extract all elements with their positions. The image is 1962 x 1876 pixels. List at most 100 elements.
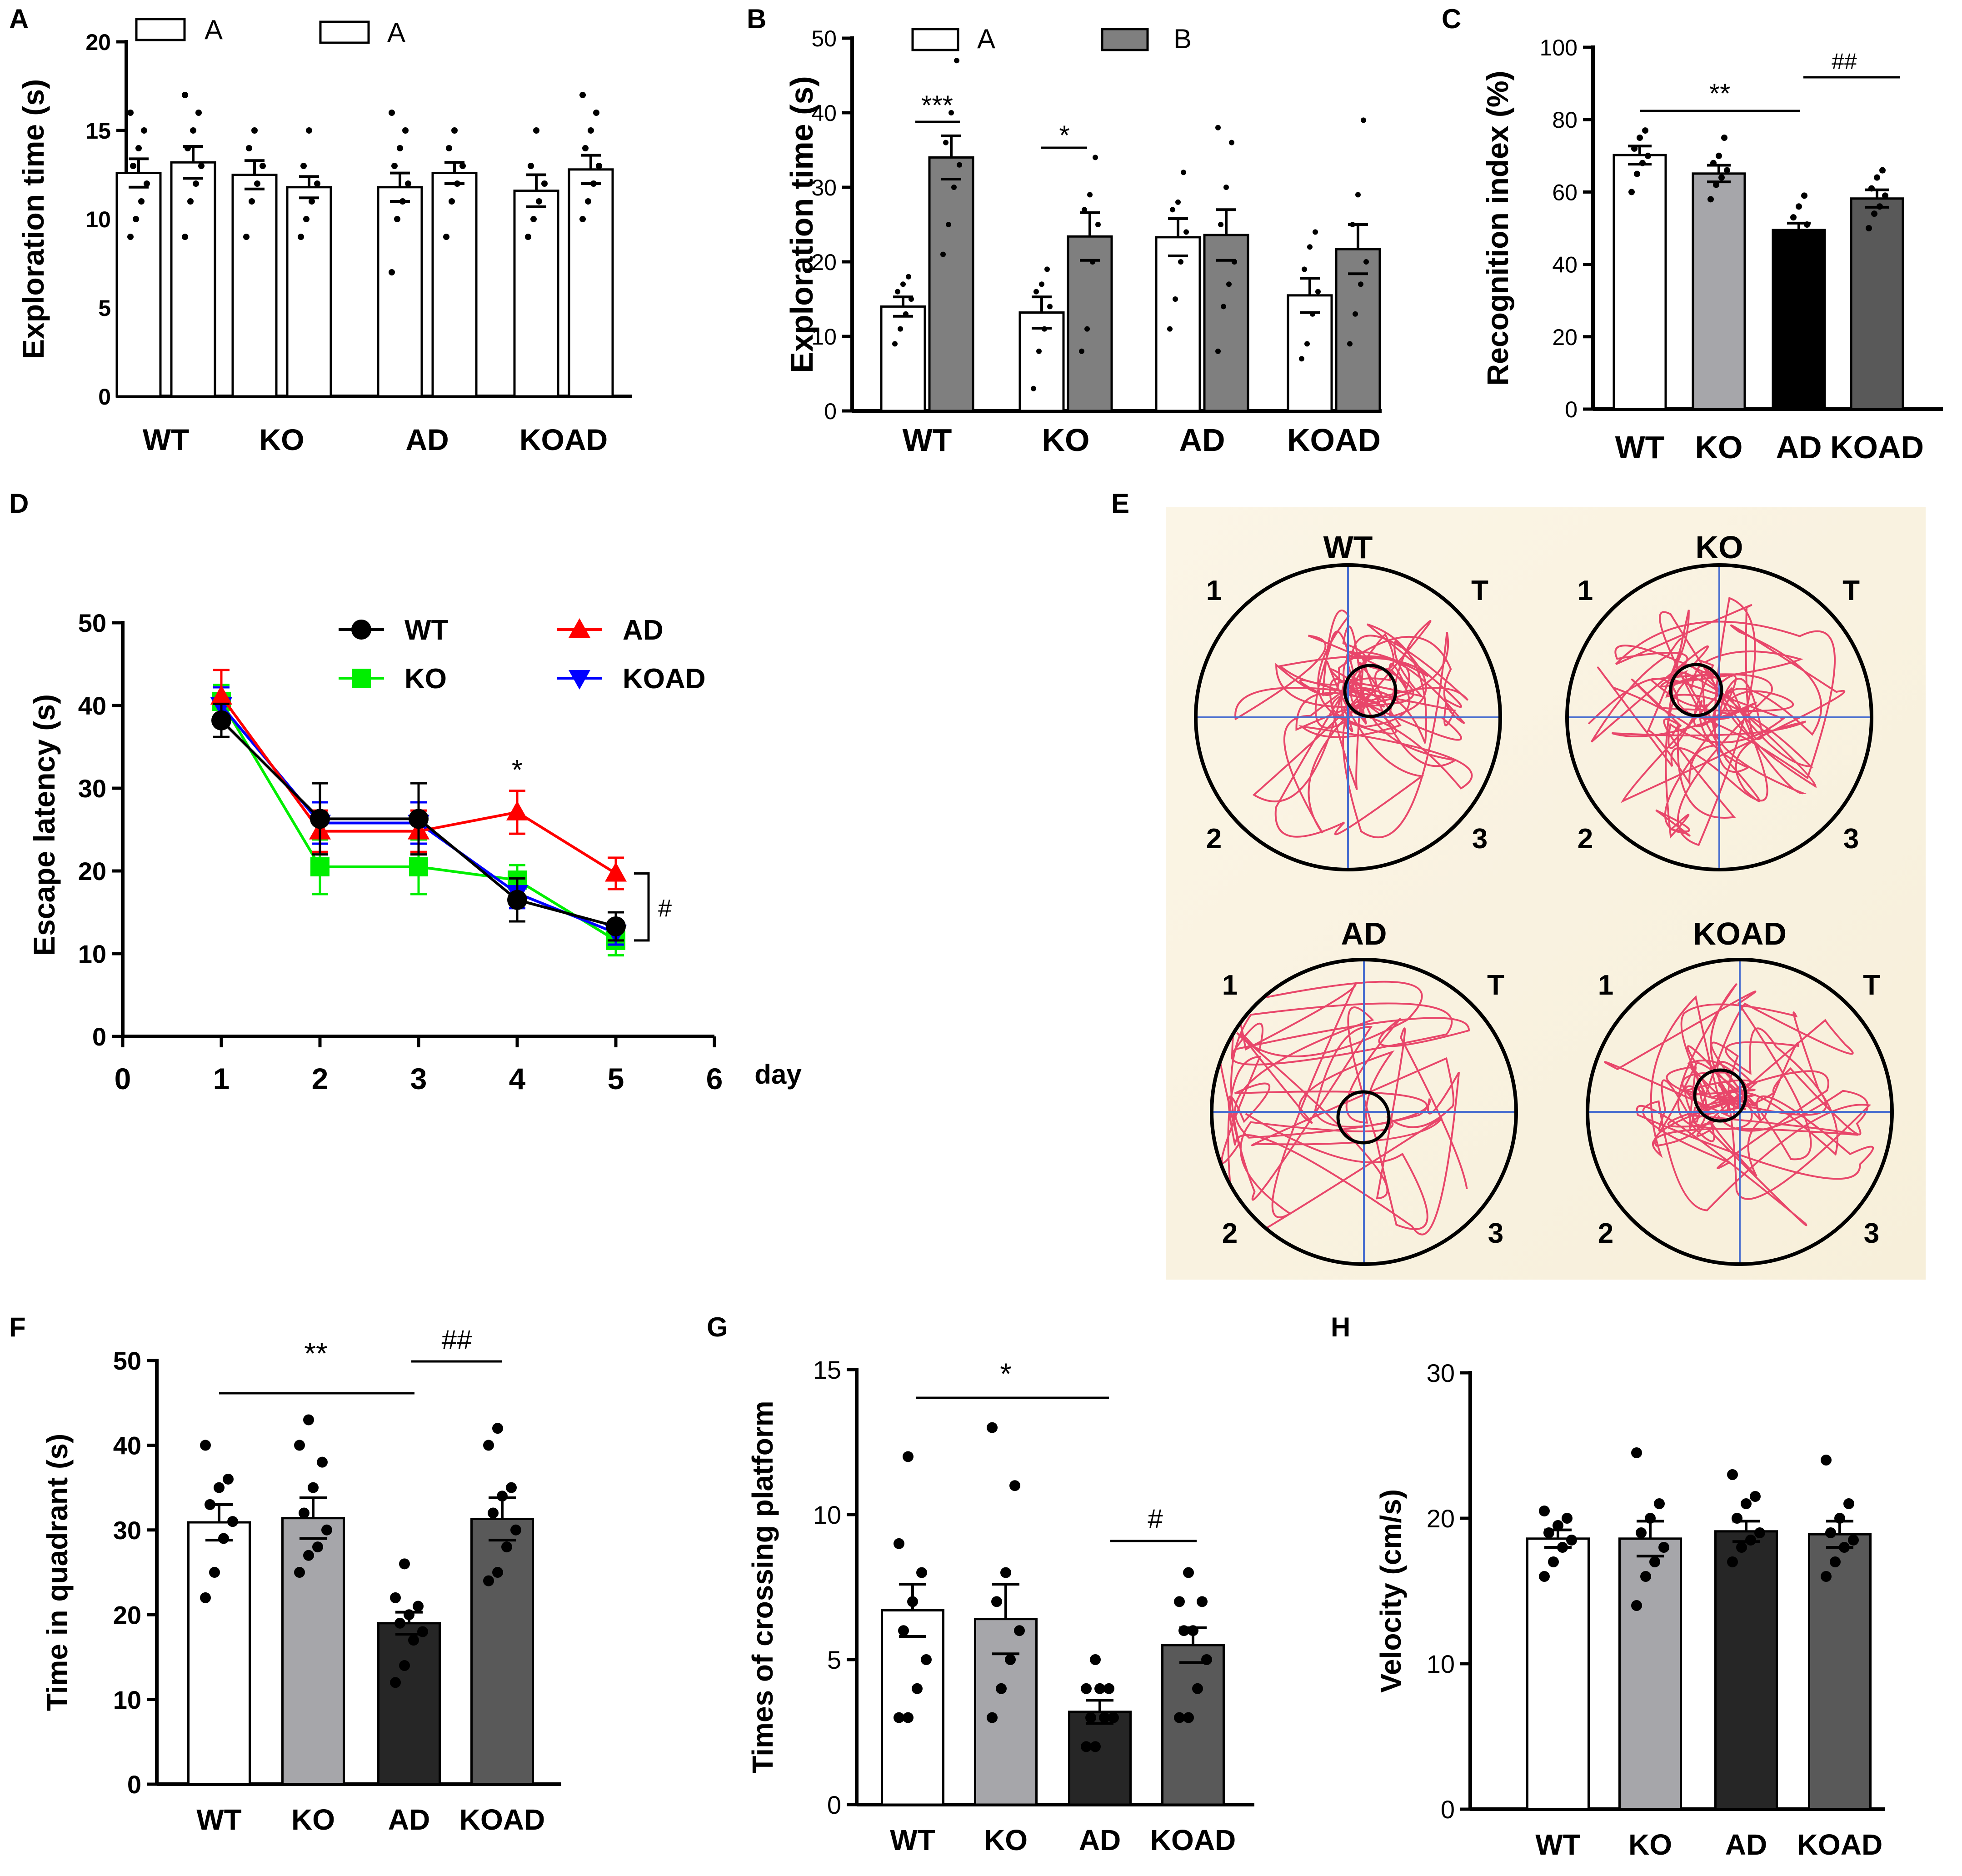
data-point — [525, 234, 531, 240]
bar — [1692, 172, 1746, 410]
data-point — [390, 1677, 401, 1688]
x-tick-label: AD — [1776, 430, 1822, 465]
data-point — [308, 1482, 319, 1493]
data-point — [1631, 1447, 1642, 1458]
legend-label: WT — [404, 615, 449, 646]
quadrant-label: 2 — [1578, 823, 1593, 855]
data-point — [1566, 1535, 1577, 1546]
x-tick-label: AD — [388, 1803, 430, 1836]
chart-D: 0 10 20 30 40 50 0 1 2 3 4 5 6 day Escape latency (s) W… — [27, 609, 802, 1096]
data-point — [1009, 1480, 1020, 1491]
data-point — [483, 1575, 494, 1586]
data-point — [895, 289, 900, 295]
data-point — [299, 1507, 310, 1519]
y-tick-label: 20 — [113, 1601, 141, 1629]
data-point — [903, 1451, 914, 1462]
track-title: AD — [1341, 916, 1387, 951]
data-point — [200, 1440, 211, 1451]
data-point — [1307, 244, 1313, 250]
data-point — [1103, 1683, 1114, 1694]
significance-bracket — [634, 872, 650, 942]
data-point — [298, 234, 304, 240]
data-point — [309, 198, 315, 205]
y-tick-label: 10 — [78, 940, 106, 968]
pool-outline — [1565, 563, 1873, 871]
data-point — [1201, 1654, 1212, 1665]
data-point — [144, 180, 150, 187]
y-tick-label: 60 — [1552, 180, 1578, 205]
data-point — [218, 1533, 229, 1544]
data-point — [1044, 266, 1050, 272]
data-point — [530, 216, 537, 222]
data-point — [1732, 1513, 1742, 1524]
data-point — [1347, 341, 1353, 347]
bar — [115, 172, 162, 398]
data-point — [408, 1635, 419, 1646]
data-point — [1874, 174, 1880, 181]
data-point — [1090, 259, 1095, 265]
data-point — [190, 127, 196, 134]
data-point — [1081, 1683, 1092, 1694]
data-point — [536, 198, 542, 205]
legend-label: A — [387, 17, 405, 48]
legend-swatch — [911, 28, 959, 51]
bar — [1772, 229, 1826, 410]
significance-label: ** — [1709, 78, 1731, 109]
legend-label: KO — [404, 663, 447, 695]
data-point — [492, 1423, 503, 1434]
data-point — [1178, 1625, 1189, 1636]
y-tick-label: 0 — [1565, 397, 1578, 422]
data-point — [321, 1524, 332, 1536]
data-point — [446, 145, 452, 151]
data-point — [1304, 341, 1310, 347]
panel-label-E: E — [1111, 488, 1129, 519]
data-point — [397, 145, 403, 151]
data-point — [1188, 1625, 1198, 1636]
data-point — [1218, 222, 1223, 227]
swim-path — [1604, 983, 1874, 1226]
quadrant-label: 2 — [1598, 1218, 1613, 1249]
x-tick-label: 6 — [706, 1062, 723, 1096]
quadrant-label: 3 — [1472, 823, 1488, 855]
x-tick-label: KO — [984, 1824, 1028, 1856]
data-point — [1221, 304, 1226, 310]
x-tick-label: KO — [1628, 1828, 1672, 1861]
y-tick-label: 50 — [78, 609, 106, 637]
pool-outline — [1210, 958, 1518, 1266]
data-point — [1553, 1520, 1563, 1531]
marker-circle — [507, 890, 527, 910]
data-point — [957, 162, 962, 168]
x-tick-label: 5 — [608, 1062, 624, 1096]
data-point — [1082, 207, 1087, 213]
y-tick-label: 20 — [1427, 1504, 1455, 1533]
bar — [1068, 1711, 1132, 1806]
y-axis-label: Escape latency (s) — [27, 694, 61, 956]
data-point — [198, 163, 205, 169]
y-tick-label: 0 — [98, 384, 111, 410]
data-point — [943, 140, 949, 145]
data-point — [1033, 289, 1039, 295]
data-point — [254, 180, 260, 187]
data-point — [402, 127, 409, 134]
data-point — [1000, 1567, 1011, 1578]
data-point — [214, 1482, 225, 1493]
data-point — [454, 180, 460, 187]
data-point — [1727, 1469, 1738, 1480]
data-point — [1634, 170, 1640, 177]
bar — [568, 168, 614, 398]
quadrant-label: 1 — [1598, 970, 1613, 1001]
data-point — [492, 1567, 503, 1578]
data-point — [246, 145, 252, 151]
data-point — [1081, 1741, 1092, 1752]
data-point — [209, 1567, 220, 1578]
data-point — [1229, 140, 1234, 145]
data-point — [1363, 259, 1369, 265]
significance-label: ** — [304, 1336, 327, 1370]
y-tick-label: 10 — [1427, 1650, 1455, 1678]
x-tick-label: WT — [1615, 430, 1665, 465]
data-point — [1628, 189, 1635, 195]
x-tick-label: AD — [1179, 422, 1225, 458]
data-point — [949, 110, 954, 115]
